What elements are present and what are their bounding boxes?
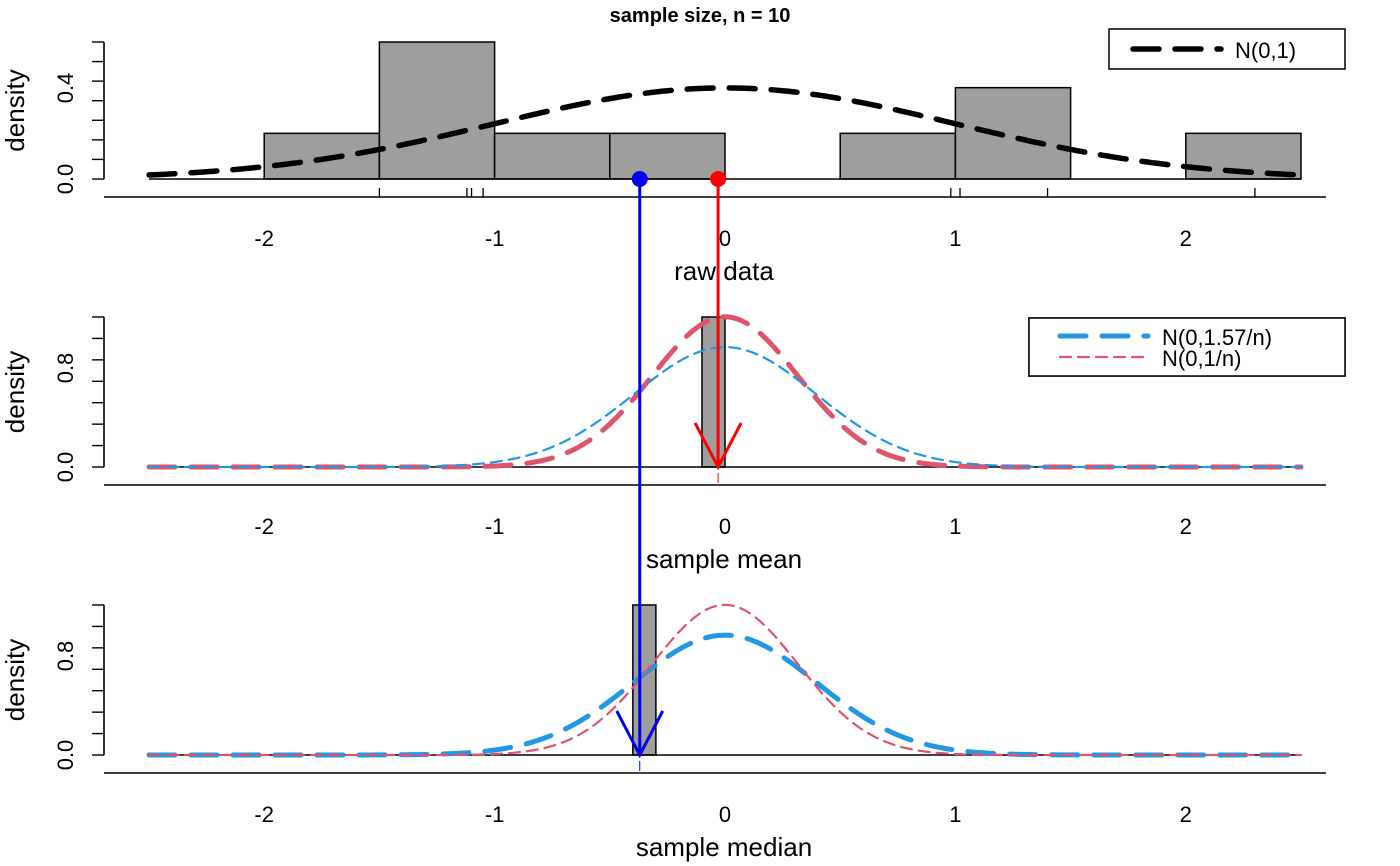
- histogram-bar: [493, 132, 611, 180]
- y-axis-label: density: [0, 639, 30, 721]
- histogram-bar: [839, 132, 957, 180]
- y-tick-label: 0.0: [53, 452, 78, 483]
- chart-title: sample size, n = 10: [610, 5, 791, 27]
- density-curve-2: [147, 603, 1303, 757]
- legend: N(0,1.57/n)N(0,1/n): [1028, 317, 1346, 377]
- x-tick-label: -1: [485, 514, 505, 539]
- y-tick-label: 0.0: [53, 740, 78, 771]
- x-tick-label: -2: [254, 514, 274, 539]
- x-tick-label: 2: [1180, 802, 1192, 827]
- y-tick-label: 0.4: [53, 73, 78, 104]
- x-tick-label: -2: [254, 802, 274, 827]
- legend-entry: N(0,1): [1235, 38, 1296, 63]
- density-curves: [146, 603, 1304, 758]
- y-tick-label: 0.8: [53, 353, 78, 384]
- median-arrow: [615, 171, 665, 771]
- histogram-bar: [954, 86, 1072, 180]
- y-tick-label: 0.0: [53, 164, 78, 195]
- histogram-bar: [609, 132, 726, 180]
- y-axis: 0.0 0.8 density: [0, 604, 105, 771]
- y-axis: 0.0 0.8 density: [0, 316, 105, 483]
- x-axis-label: raw data: [674, 256, 774, 286]
- density-curves: [146, 314, 1304, 470]
- x-axis: -2 -1 0 1 2 sample median: [104, 772, 1326, 862]
- x-tick-label: 0: [719, 802, 731, 827]
- legend-entry: N(0,1.57/n): [1162, 325, 1272, 350]
- x-tick-label: -1: [485, 802, 505, 827]
- density-curve-2: [147, 346, 1303, 469]
- x-tick-label: 1: [949, 802, 961, 827]
- y-axis-label: density: [0, 69, 30, 151]
- histogram-bars: [263, 41, 1302, 180]
- density-curves: [146, 85, 1304, 178]
- x-tick-label: 0: [719, 514, 731, 539]
- x-tick-label: 0: [719, 226, 731, 251]
- mean-arrow: [693, 171, 743, 483]
- panel-1: sample size, n = 10 -2 -1 0 1 2 raw data 0.0 0.4…: [0, 5, 1346, 286]
- x-axis: -2 -1 0 1 2 raw data: [104, 188, 1326, 286]
- x-tick-label: 2: [1180, 514, 1192, 539]
- x-tick-label: 2: [1180, 226, 1192, 251]
- legend: N(0,1): [1108, 28, 1346, 70]
- x-axis-label: sample mean: [646, 544, 802, 574]
- x-axis-label: sample median: [636, 832, 812, 862]
- legend-entry: N(0,1/n): [1162, 346, 1241, 371]
- histogram-bar: [263, 132, 381, 180]
- y-axis-label: density: [0, 351, 30, 433]
- mean-arrow-head: [693, 422, 743, 471]
- x-tick-label: -2: [254, 226, 274, 251]
- legend-box: [1028, 317, 1346, 377]
- histogram-bar: [378, 41, 496, 180]
- x-tick-label: 1: [949, 514, 961, 539]
- y-axis: 0.0 0.4 density: [0, 41, 105, 195]
- x-axis: -2 -1 0 1 2 sample mean: [104, 484, 1326, 574]
- x-tick-label: 1: [949, 226, 961, 251]
- x-tick-label: -1: [485, 226, 505, 251]
- y-tick-label: 0.8: [53, 641, 78, 672]
- median-arrow-head: [615, 710, 665, 759]
- density-curve-1: [146, 85, 1304, 178]
